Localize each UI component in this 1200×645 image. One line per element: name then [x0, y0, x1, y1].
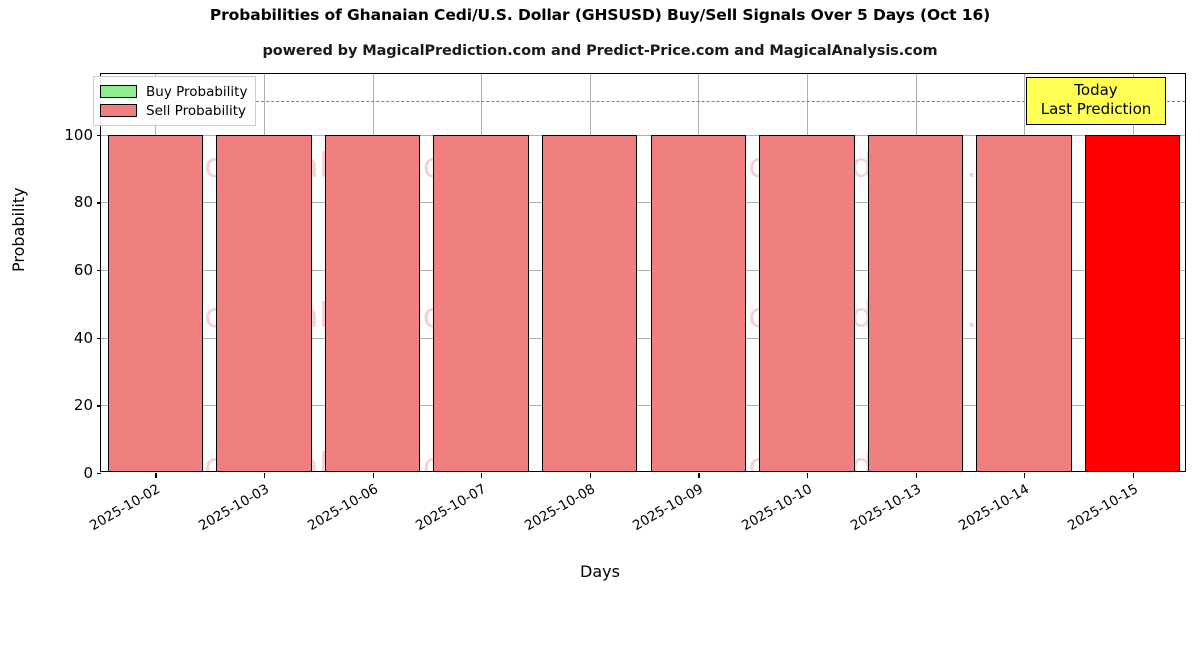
plot-clip: MagicalAnalysis.comMagicalPrediction.com… — [101, 74, 1185, 471]
gridline-horizontal — [101, 405, 1185, 407]
y-tick-mark — [96, 337, 101, 340]
x-tick-mark — [1024, 473, 1026, 478]
gridline-horizontal — [101, 337, 1185, 339]
bar-sell — [541, 134, 638, 471]
legend-swatch-buy — [100, 85, 137, 98]
bar-sell — [650, 134, 747, 471]
x-tick-mark — [1132, 473, 1134, 478]
y-tick-mark — [96, 134, 101, 137]
x-tick-mark — [372, 473, 374, 478]
y-tick-mark — [96, 202, 101, 204]
bar-highlight-today — [1084, 134, 1181, 471]
gridline-horizontal — [101, 202, 1185, 204]
x-tick-mark — [698, 473, 700, 478]
x-tick-mark — [263, 473, 266, 478]
y-tick-label: 20 — [73, 396, 93, 415]
bar-sell — [107, 134, 204, 471]
gridline-horizontal — [101, 134, 1185, 136]
chart-legend: Buy Probability Sell Probability — [93, 76, 257, 126]
today-annotation-line1: Today — [1074, 81, 1118, 99]
y-tick-label: 40 — [73, 328, 93, 347]
legend-swatch-sell — [100, 104, 137, 117]
y-tick-label: 60 — [73, 261, 93, 280]
today-annotation: Today Last Prediction — [1026, 77, 1166, 125]
bar-sell — [867, 134, 964, 471]
bar-sell — [216, 134, 312, 471]
x-tick-mark — [915, 473, 917, 478]
gridline-horizontal — [101, 270, 1185, 272]
y-tick-mark — [96, 405, 101, 407]
chart-title: Probabilities of Ghanaian Cedi/U.S. Doll… — [209, 6, 991, 24]
y-tick-mark — [96, 270, 101, 272]
y-tick-mark — [96, 473, 101, 475]
x-axis-label: Days — [580, 562, 620, 581]
chart-figure: Probabilities of Ghanaian Cedi/U.S. Doll… — [9, 6, 1186, 581]
legend-item-sell: Sell Probability — [100, 101, 247, 120]
x-tick-mark — [481, 473, 483, 478]
x-tick-mark — [155, 473, 157, 478]
bar-sell — [433, 134, 529, 471]
bar-sell — [759, 134, 855, 471]
y-tick-label: 80 — [73, 193, 93, 212]
plot-area: MagicalAnalysis.comMagicalPrediction.com… — [64, 73, 1186, 534]
legend-item-buy: Buy Probability — [100, 82, 247, 101]
legend-label-buy: Buy Probability — [146, 83, 248, 100]
y-tick-label: 0 — [83, 464, 93, 482]
today-annotation-line2: Last Prediction — [1040, 100, 1152, 118]
legend-label-sell: Sell Probability — [146, 102, 247, 119]
threshold-dashed-line — [101, 101, 1185, 103]
x-tick-mark — [589, 473, 591, 478]
y-tick-label: 100 — [64, 125, 93, 144]
chart-subtitle: powered by MagicalPrediction.com and Pre… — [262, 43, 938, 59]
bar-sell — [976, 134, 1072, 471]
x-tick-mark — [806, 473, 809, 478]
bar-sell — [324, 134, 421, 471]
